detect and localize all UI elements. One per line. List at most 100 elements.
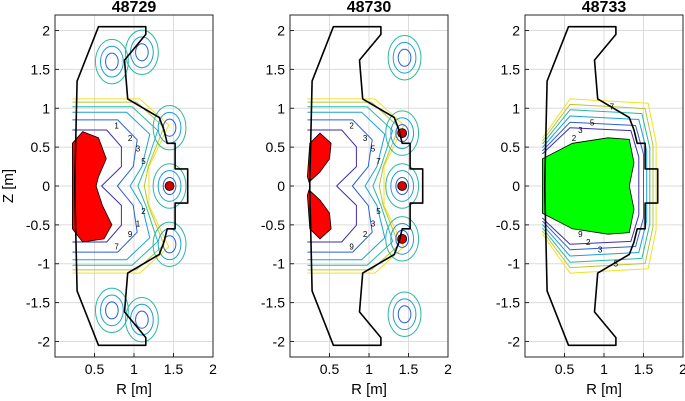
contour-line xyxy=(542,127,640,245)
y-tick-label: -1.5 xyxy=(26,295,50,311)
y-tick-label: 2 xyxy=(512,23,520,39)
contour-label: 3 xyxy=(363,134,368,143)
y-tick-label: 0.5 xyxy=(31,139,51,155)
panel-title: 48733 xyxy=(582,0,627,16)
coil-contour xyxy=(152,221,187,268)
coil-contour xyxy=(385,216,420,262)
y-tick-label: -2 xyxy=(508,333,521,349)
contour-label: 1 xyxy=(136,219,141,228)
contour-line xyxy=(72,119,138,253)
y-tick-label: 2 xyxy=(277,23,285,39)
contour-line xyxy=(542,121,644,251)
contour-label: 2 xyxy=(572,134,577,143)
contour-line xyxy=(541,98,657,274)
contour-label: 5 xyxy=(614,260,619,269)
coil-contour xyxy=(397,48,412,67)
x-axis-label: R [m] xyxy=(586,381,622,398)
contour-label: 5 xyxy=(371,145,376,154)
coil-contour xyxy=(100,294,124,327)
x-tick-label: 1 xyxy=(130,361,138,377)
x-tick-label: 0.5 xyxy=(85,361,105,377)
contour-label: 3 xyxy=(371,219,376,228)
filled-region xyxy=(542,137,635,235)
x-tick-label: 1.5 xyxy=(164,361,184,377)
coil-contour xyxy=(387,35,422,81)
coil-contour xyxy=(387,291,422,337)
contour-label: 5 xyxy=(376,207,381,216)
contour-label: 7 xyxy=(114,243,119,252)
y-tick-label: 0 xyxy=(277,178,285,194)
contour-line xyxy=(72,101,165,271)
contour-line xyxy=(307,106,394,266)
contour-label: 9 xyxy=(349,243,354,252)
coil-contour xyxy=(152,104,187,151)
contour-label: 2 xyxy=(128,134,133,143)
x-tick-label: 0.5 xyxy=(320,361,340,377)
contour-label: 3 xyxy=(136,145,141,154)
y-tick-label: 1.5 xyxy=(266,61,286,77)
contour-label: 3 xyxy=(578,126,583,135)
y-tick-label: 1 xyxy=(512,100,520,116)
coil-contour xyxy=(395,176,409,196)
y-tick-label: 0 xyxy=(512,178,520,194)
contour-label: 1 xyxy=(114,121,119,130)
x-axis-label: R [m] xyxy=(351,381,387,398)
contour-line xyxy=(72,106,159,266)
y-tick-label: -0.5 xyxy=(496,217,520,233)
contour-label: 7 xyxy=(376,157,381,166)
coil-contour xyxy=(94,38,129,85)
contour-label: 2 xyxy=(349,121,354,130)
coil-contour xyxy=(162,176,177,196)
filled-region xyxy=(72,131,113,243)
y-tick-label: -2 xyxy=(38,333,51,349)
coil-contour xyxy=(100,45,124,78)
x-tick-label: 2 xyxy=(209,361,217,377)
vessel-outline xyxy=(74,25,189,347)
coil-contour xyxy=(94,287,129,334)
y-tick-label: -1 xyxy=(38,256,51,272)
coil-contour xyxy=(390,170,415,202)
y-tick-label: -1 xyxy=(273,256,286,272)
coil-contour xyxy=(157,170,182,202)
contour-line xyxy=(307,101,400,271)
coil-contour xyxy=(124,296,159,343)
contour-label: 9 xyxy=(578,230,583,239)
contour-label: 9 xyxy=(128,230,133,239)
contour-label: 3 xyxy=(598,246,603,255)
contour-line xyxy=(542,109,651,263)
x-tick-label: 2 xyxy=(679,361,685,377)
contour-line xyxy=(542,103,654,269)
contour-label: 2 xyxy=(363,230,368,239)
x-axis-label: R [m] xyxy=(116,381,152,398)
y-tick-label: 1 xyxy=(277,100,285,116)
x-tick-label: 2 xyxy=(444,361,452,377)
y-tick-label: -2 xyxy=(273,333,286,349)
contour-line xyxy=(307,111,386,261)
y-tick-label: 2 xyxy=(42,23,50,39)
coil-contour xyxy=(385,110,420,156)
coil-contour xyxy=(390,222,415,255)
vessel-outline xyxy=(544,25,659,347)
contour-line xyxy=(307,129,357,243)
contour-label: 2 xyxy=(141,207,146,216)
y-tick-label: -0.5 xyxy=(261,217,285,233)
x-tick-label: 0.5 xyxy=(555,361,575,377)
contour-label: 2 xyxy=(586,238,591,247)
x-tick-label: 1.5 xyxy=(399,361,419,377)
y-tick-label: 1.5 xyxy=(31,61,51,77)
contour-label: 5 xyxy=(590,118,595,127)
x-tick-label: 1 xyxy=(365,361,373,377)
vessel-outline xyxy=(309,25,424,347)
x-tick-label: 1.5 xyxy=(634,361,654,377)
y-tick-label: -1.5 xyxy=(261,295,285,311)
contour-line xyxy=(72,98,170,274)
contour-line xyxy=(307,98,405,274)
coil-contour xyxy=(105,52,119,71)
contour-line xyxy=(72,129,122,243)
contour-line xyxy=(542,115,648,257)
coil-contour xyxy=(135,310,149,329)
